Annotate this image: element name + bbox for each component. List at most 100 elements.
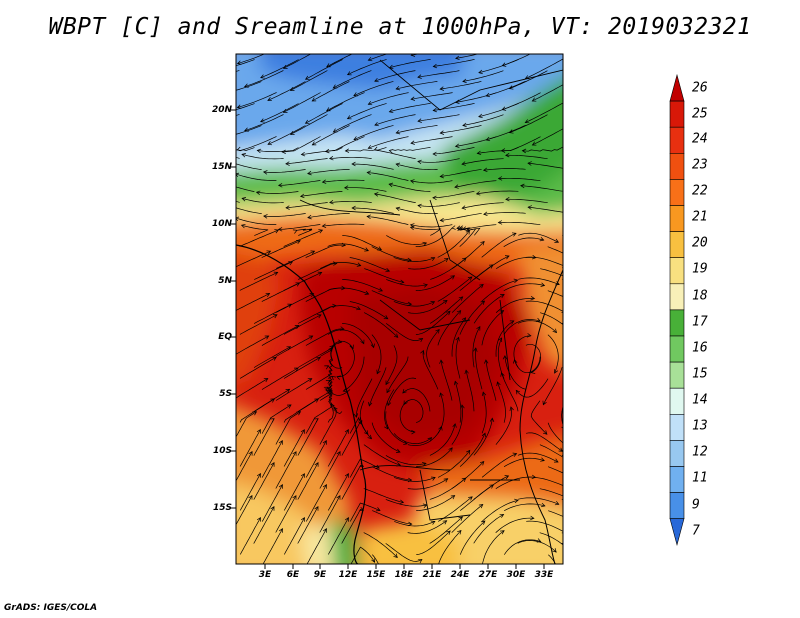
streamline [374,149,416,159]
streamline [394,520,436,527]
streamline [548,554,556,564]
streamline [462,70,504,82]
streamline [385,499,427,507]
streamline [236,451,253,482]
streamline [236,293,270,311]
streamline [387,377,417,406]
streamline [389,59,431,69]
streamline [254,261,293,280]
streamline [283,314,322,335]
streamline-arrow [439,359,444,364]
streamline-arrow [403,440,408,446]
streamline [327,390,334,423]
streamline-arrow [272,356,277,361]
streamline [329,341,343,369]
streamline-arrow [552,328,558,334]
streamline-arrow [191,142,195,146]
streamline-arrow [454,184,459,189]
streamline-arrow [530,296,536,301]
colorbar-label: 20 [692,235,708,251]
streamline-arrow [282,108,288,113]
streamline-arrow [326,107,331,112]
streamline-arrow [584,353,588,357]
colorbar-segment [669,179,685,206]
streamline-arrow [435,328,440,334]
streamline-arrow [255,190,261,195]
streamline-arrow [277,183,283,188]
streamline-arrow [583,573,587,577]
streamline [411,92,453,100]
streamline [481,232,517,258]
streamline [371,334,382,374]
streamline [483,168,526,171]
colorbar-label: 24 [692,131,708,147]
streamline [253,303,292,324]
streamline [410,180,453,184]
streamline-arrow [576,280,580,284]
streamline-arrow [236,60,242,65]
streamline [191,174,232,180]
streamline-arrow [332,261,338,266]
streamline [283,356,321,379]
streamline [261,325,299,346]
streamline-arrow [504,475,510,480]
streamline-arrow [442,299,448,305]
streamline [562,384,563,386]
streamline-arrow [236,104,242,109]
streamline-arrow [543,430,548,435]
streamline [342,323,375,348]
streamline-arrow [292,229,298,234]
streamline-arrow [314,418,319,423]
streamline [526,432,563,452]
streamline-arrow [418,338,424,343]
streamline [326,92,365,112]
streamline-arrow [330,403,335,408]
streamline [305,103,343,124]
colorbar-label: 14 [692,392,708,408]
streamline-arrow [198,77,202,81]
streamline [352,207,394,214]
streamline [562,278,563,280]
streamline [372,510,412,525]
streamline-arrow [482,167,488,173]
streamline-arrow [505,196,510,202]
streamline-arrow [396,462,402,467]
streamline [440,124,482,134]
streamline-arrow [583,524,587,528]
streamline-arrow [455,55,460,61]
streamline-arrow [571,332,575,336]
streamline [368,54,389,61]
streamline [261,367,299,390]
streamline-arrow [378,287,383,292]
streamline-arrow [267,96,272,102]
streamline [256,191,299,194]
streamline-arrow [309,293,315,298]
streamline [253,346,291,368]
streamline-arrow [260,74,265,79]
colorbar-label: 22 [692,183,708,199]
streamline-arrow [450,495,456,500]
streamline [407,520,447,534]
streamline [236,200,240,203]
streamline-arrow [221,91,225,95]
streamline [305,328,344,346]
streamline-arrow [496,381,501,387]
lon-label-18e: 18E [394,570,414,580]
streamline-arrow [410,54,416,57]
streamline-arrow [311,97,317,102]
streamline [275,451,297,489]
streamline-arrow [453,380,459,386]
colorbar-segment [669,413,685,441]
streamline-arrow [325,379,331,384]
streamline-arrow [351,205,356,211]
streamline-arrow [439,174,445,179]
streamline-arrow [314,506,319,511]
streamline [518,232,559,243]
streamline-arrow [462,122,467,128]
streamline [396,163,438,171]
streamline-arrow [462,78,467,84]
streamline [473,475,509,500]
streamline [465,370,475,412]
streamline [283,473,305,511]
streamline [486,124,526,141]
